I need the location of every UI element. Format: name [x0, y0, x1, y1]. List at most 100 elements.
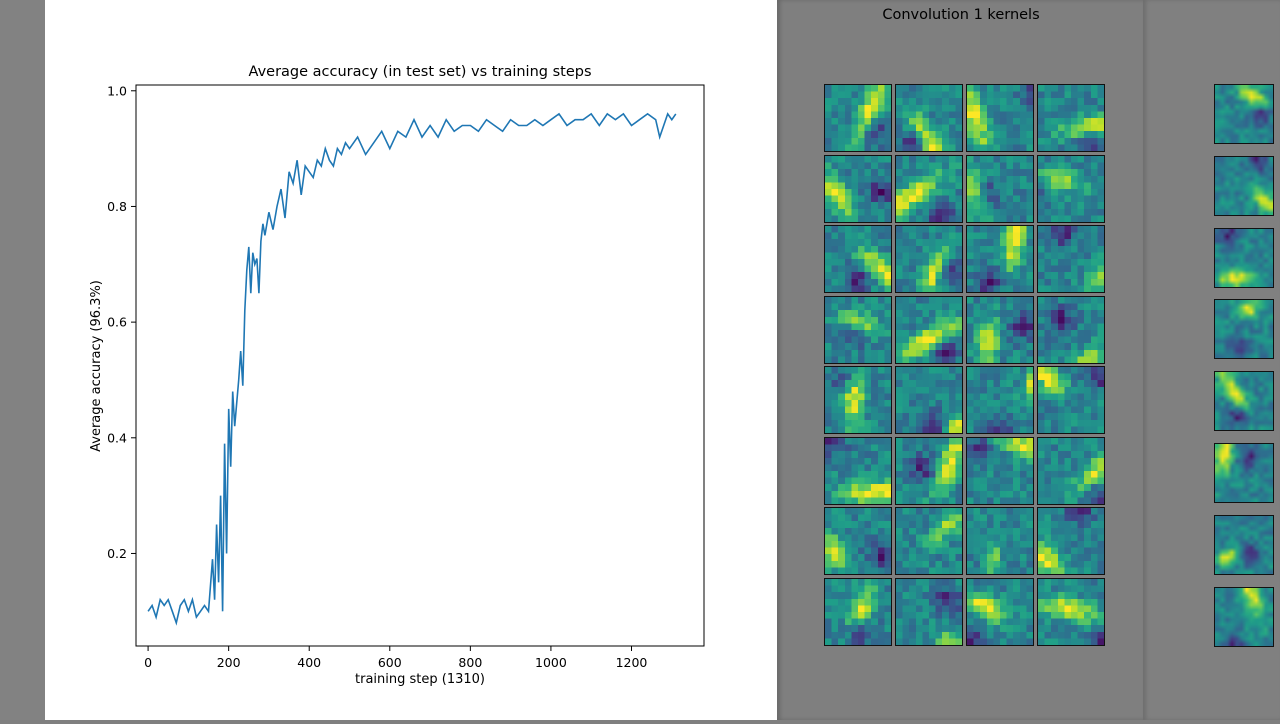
- kernel-heatmap: [896, 155, 962, 222]
- kernel-tile: [1037, 154, 1105, 223]
- kernel-tile: [966, 84, 1034, 152]
- kernel-tile: [966, 436, 1034, 505]
- kernel-tile: [966, 154, 1034, 223]
- kernel-heatmap: [825, 226, 891, 292]
- y-tick-label: 0.6: [107, 315, 127, 330]
- kernel-tile: [1214, 227, 1274, 288]
- x-tick-label: 0: [144, 655, 152, 670]
- kernel-heatmap: [1215, 587, 1273, 646]
- kernel-heatmap: [825, 578, 891, 645]
- chart-title: Average accuracy (in test set) vs traini…: [249, 64, 592, 80]
- kernel-heatmap: [967, 508, 1033, 574]
- kernels-title: Convolution 1 kernels: [882, 7, 1040, 23]
- kernel-heatmap: [1215, 372, 1273, 431]
- kernel-tile: [1037, 507, 1105, 575]
- kernel-tile: [895, 507, 963, 575]
- kernel-tile: [895, 295, 963, 364]
- kernel-tile: [966, 366, 1034, 434]
- kernel-tile: [1037, 295, 1105, 364]
- kernel-heatmap: [896, 508, 962, 574]
- kernel-heatmap: [825, 296, 891, 363]
- kernel-heatmap: [896, 226, 962, 292]
- kernel-heatmap: [967, 85, 1033, 151]
- kernel-tile: [895, 154, 963, 223]
- kernel-heatmap: [825, 155, 891, 222]
- kernel-tile: [966, 577, 1034, 646]
- kernel-tile: [824, 154, 892, 223]
- y-tick-label: 0.4: [107, 430, 127, 445]
- kernel-tile: [895, 225, 963, 293]
- x-axis-ticks: 0 200 400 600 800 1000 1200: [144, 646, 647, 670]
- kernel-heatmap: [896, 437, 962, 504]
- kernel-tile: [966, 295, 1034, 364]
- kernel-heatmap: [825, 437, 891, 504]
- kernel-heatmap: [1038, 155, 1104, 222]
- kernel-heatmap: [967, 367, 1033, 433]
- kernel-heatmap: [1038, 367, 1104, 433]
- kernel-heatmap: [1038, 578, 1104, 645]
- kernel-tile: [824, 366, 892, 434]
- kernel-tile: [895, 84, 963, 152]
- kernel-tile: [1214, 155, 1274, 216]
- kernel-heatmap: [1215, 228, 1273, 287]
- kernel-heatmap: [896, 85, 962, 151]
- kernel-tile: [1214, 586, 1274, 647]
- x-tick-label: 200: [217, 655, 241, 670]
- kernel-tile: [1214, 514, 1274, 575]
- kernel-tile: [895, 366, 963, 434]
- kernel-heatmap: [967, 437, 1033, 504]
- kernel-tile: [1037, 436, 1105, 505]
- kernel-heatmap: [967, 226, 1033, 292]
- kernel-heatmap: [896, 296, 962, 363]
- kernel-heatmap: [1215, 300, 1273, 359]
- y-axis-ticks: 0.2 0.4 0.6 0.8 1.0: [107, 83, 136, 561]
- kernel-heatmap: [896, 578, 962, 645]
- kernel-tile: [824, 84, 892, 152]
- x-tick-label: 600: [378, 655, 402, 670]
- kernel-tile: [1037, 577, 1105, 646]
- kernel-tile: [824, 225, 892, 293]
- x-tick-label: 1200: [616, 655, 648, 670]
- x-axis-label: training step (1310): [355, 672, 485, 687]
- kernel-tile: [1037, 84, 1105, 152]
- background-window-edge: [0, 0, 45, 720]
- kernel-heatmap: [1038, 508, 1104, 574]
- accuracy-line: [147, 112, 677, 626]
- x-tick-label: 400: [297, 655, 321, 670]
- kernel-tile: [1037, 225, 1105, 293]
- x-tick-label: 1000: [535, 655, 567, 670]
- kernel-heatmap: [1038, 437, 1104, 504]
- kernel-heatmap: [967, 155, 1033, 222]
- kernel-tile: [966, 507, 1034, 575]
- kernel-tile: [824, 577, 892, 646]
- accuracy-chart: Average accuracy (in test set) vs traini…: [89, 64, 705, 687]
- kernel-tile: [966, 225, 1034, 293]
- kernel-tile: [1214, 299, 1274, 360]
- kernel-tile: [1037, 366, 1105, 434]
- kernel-heatmap: [1215, 444, 1273, 502]
- kernel-heatmap: [967, 296, 1033, 363]
- kernel-tile: [895, 577, 963, 646]
- kernel-tile: [1214, 84, 1274, 144]
- kernel-heatmap: [825, 85, 891, 151]
- kernel-heatmap: [967, 578, 1033, 645]
- kernel-heatmap: [825, 367, 891, 433]
- y-tick-label: 0.8: [107, 199, 127, 214]
- kernel-heatmap: [1215, 156, 1273, 215]
- kernel-tile: [824, 436, 892, 505]
- x-tick-label: 800: [458, 655, 482, 670]
- kernel-tile: [824, 295, 892, 364]
- kernel-tile: [1214, 443, 1274, 503]
- kernel-heatmap: [1215, 515, 1273, 574]
- kernel-tile: [895, 436, 963, 505]
- y-axis-label: Average accuracy (96.3%): [89, 280, 104, 452]
- y-tick-label: 1.0: [107, 83, 127, 98]
- kernel-tile: [824, 507, 892, 575]
- kernel-heatmap: [1038, 85, 1104, 151]
- kernel-tile: [1214, 371, 1274, 432]
- plot-frame: [135, 84, 705, 647]
- kernel-heatmap: [1038, 296, 1104, 363]
- y-tick-label: 0.2: [107, 546, 127, 561]
- kernel-heatmap: [1038, 226, 1104, 292]
- kernel-heatmap: [825, 508, 891, 574]
